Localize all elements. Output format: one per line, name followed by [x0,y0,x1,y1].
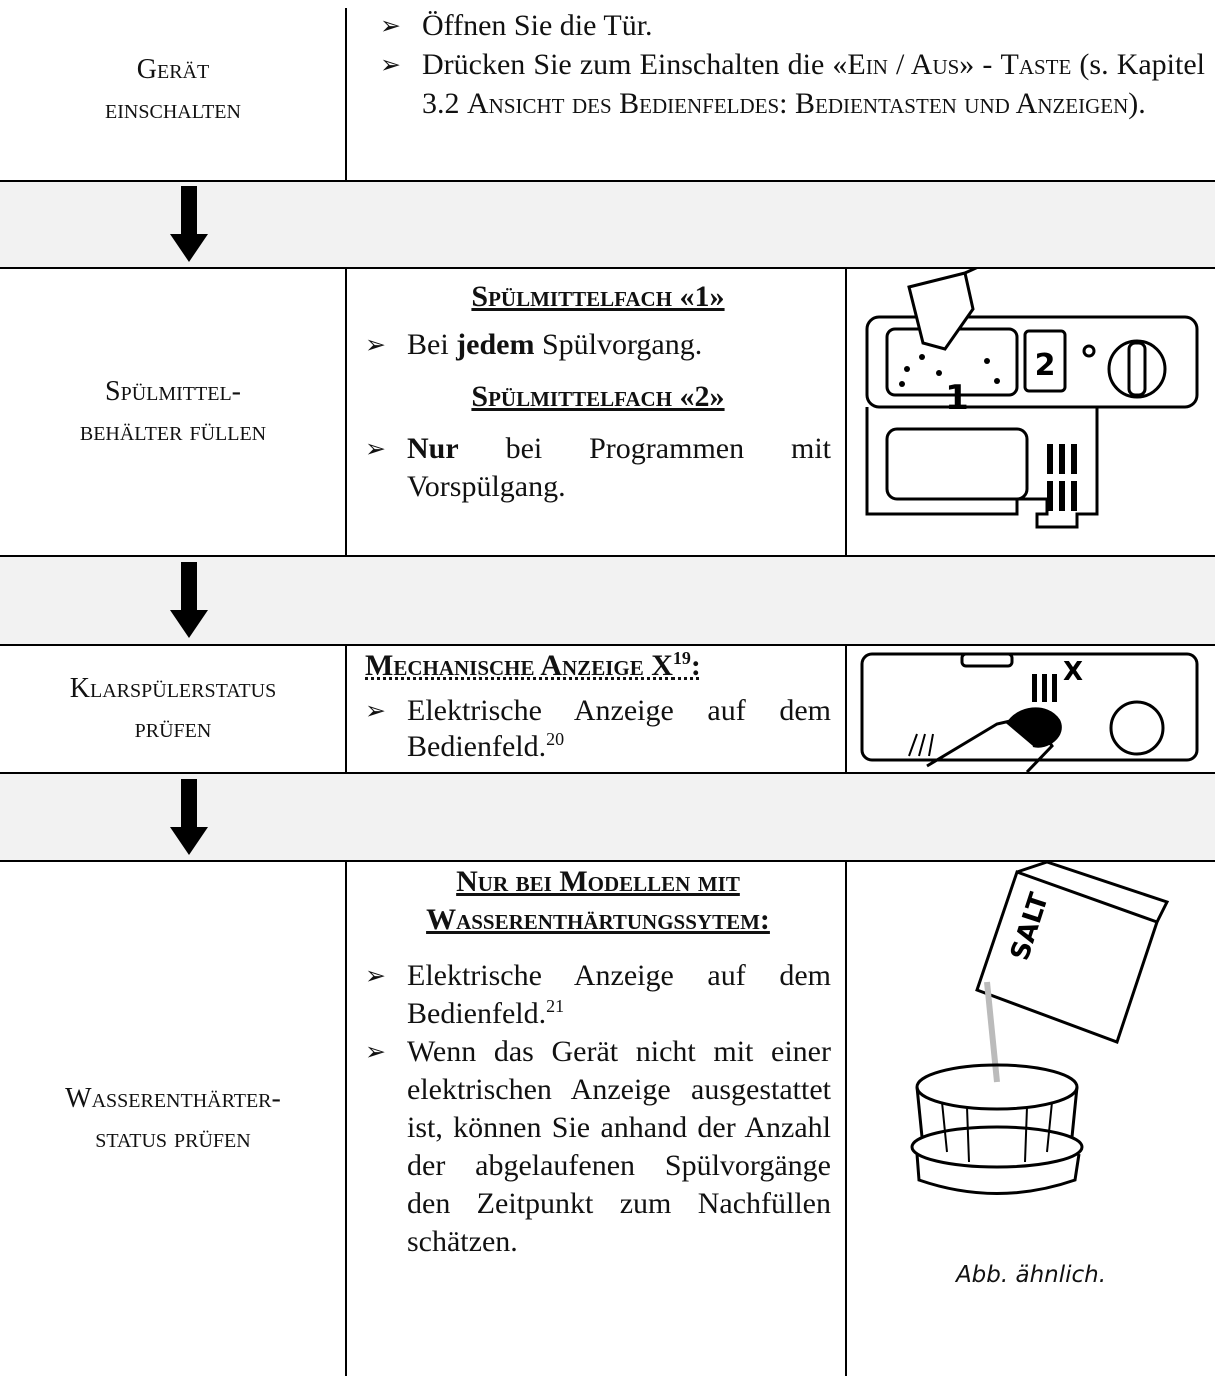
text: Wenn das Gerät nicht mit einer elektrisc… [407,1035,831,1258]
rule [0,555,1215,557]
bullet: Bei jedem Spülvorgang. [365,326,831,364]
salt-figure: SALT [910,862,1170,1195]
label-line: Klarspülerstatus [69,672,277,704]
step-body: Nur bei Modellen mit Wasserenthärtungssyt… [347,863,845,1261]
text: Spülvorgang. [534,328,703,361]
label-line: einschalten [105,94,241,125]
text: jedem [456,328,535,361]
footnote-ref: 21 [546,996,565,1016]
label-line: status prüfen [95,1122,251,1154]
figure-label: 2 [1035,348,1056,383]
step-body: Spülmittelfach «1» Bei jedem Spülvorgang… [347,278,845,506]
text: ). [1128,87,1146,120]
rule [845,268,847,556]
bullet: Elektrische Anzeige auf dem Bedienfeld.2… [365,957,831,1033]
text: Öffnen Sie die Tür. [422,9,653,42]
bullet: Drücken Sie zum Einschalten die «Ein / A… [380,45,1205,123]
text: Elektrische Anzeige auf dem Bedienfeld. [407,694,831,763]
rule [845,861,847,1376]
label-line: behälter füllen [79,415,267,447]
rule [345,645,347,773]
step-body: Mechanische Anzeige X19: Elektrische Anz… [347,647,845,765]
text: Nur [407,432,459,465]
text: Drücken Sie zum Einschalten die « [422,48,848,81]
text: Mechanische Anzeige X [365,649,673,682]
rule [0,644,1215,646]
step-label: Klarspülerstatus prüfen [0,645,346,772]
step-label: Gerät einschalten [0,0,346,180]
rule [0,180,1215,182]
heading: Mechanische Anzeige X19: [365,647,831,685]
down-arrow [170,562,208,638]
step-body: Öffnen Sie die Tür. Drücken Sie zum Eins… [346,6,1215,123]
footnote-ref: 19 [672,648,691,668]
label-line: Gerät [136,54,210,85]
heading: Spülmittelfach «2» [471,380,725,413]
rule [0,772,1215,774]
rule [0,267,1215,269]
text: : [690,649,701,682]
figure-caption: Abb. ähnlich. [955,1262,1107,1288]
arrow-row [0,182,1215,268]
text: (s. Kapitel 3.2 [422,48,1206,120]
label-line: Spülmittel- [105,375,241,407]
arrow-row [0,557,1215,645]
heading: Nur bei Modellen mit Wasserenthärtungssyt… [365,863,831,939]
footnote-ref: 20 [546,729,565,749]
text: Nur bei Modellen mit [456,865,740,898]
text: Taste [1000,48,1072,81]
figure-label: 1 [945,378,969,418]
rule [345,8,347,181]
step-label: Wasserenthärter- status prüfen [0,861,346,1376]
dispenser-figure: 1 2 [865,269,1199,529]
rinse-aid-figure: X [860,652,1199,772]
down-arrow [170,779,208,855]
down-arrow [170,186,208,262]
text: Ein / Aus [847,48,960,81]
bullet: Öffnen Sie die Tür. [380,6,1205,45]
text: bei Programmen mit Vorspülgang. [407,432,831,503]
bullet: Elektrische Anzeige auf dem Bedienfeld.2… [365,693,831,765]
bullet: Nur bei Programmen mit Vorspülgang. [365,430,831,506]
figure-label: X [1063,657,1083,687]
text: Bei [407,328,457,361]
label-line: Wasserenthärter- [65,1082,281,1114]
step-label: Spülmittel- behälter füllen [0,268,346,555]
rule [345,268,347,556]
bullet: Wenn das Gerät nicht mit einer elektrisc… [365,1033,831,1261]
heading: Spülmittelfach «1» [471,280,725,313]
text: Wasserenthärtungssytem: [426,903,770,936]
text: Ansicht des Bedienfeldes: Bedientasten u… [467,87,1129,120]
text: » - [959,48,1001,81]
rule [345,861,347,1376]
rule [845,645,847,773]
arrow-row [0,774,1215,861]
label-line: prüfen [134,712,212,744]
rule [0,860,1215,862]
text: Elektrische Anzeige auf dem Bedienfeld. [407,959,831,1030]
